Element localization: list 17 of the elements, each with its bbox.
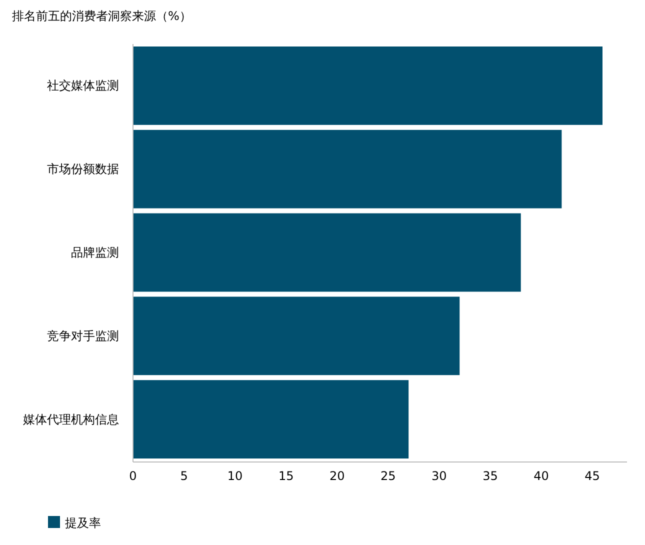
- x-tick-label: 5: [180, 469, 188, 483]
- x-tick-label: 20: [329, 469, 345, 483]
- x-tick-label: 0: [129, 469, 137, 483]
- y-tick-label: 市场份额数据: [47, 162, 119, 176]
- y-tick-label: 竞争对手监测: [47, 328, 119, 343]
- y-tick-label: 社交媒体监测: [47, 78, 119, 93]
- chart-title: 排名前五的消费者洞察来源（%）: [12, 9, 192, 23]
- x-tick-label: 25: [380, 469, 396, 483]
- x-tick-label: 10: [227, 469, 243, 483]
- x-tick-label: 40: [534, 469, 549, 483]
- y-tick-label: 品牌监测: [71, 246, 119, 260]
- legend-label: 提及率: [65, 516, 101, 530]
- x-tick-label: 30: [432, 469, 447, 483]
- x-tick-label: 15: [278, 469, 294, 483]
- y-tick-label: 媒体代理机构信息: [23, 412, 119, 426]
- x-tick-label: 45: [584, 469, 600, 483]
- x-tick-label: 35: [482, 469, 498, 483]
